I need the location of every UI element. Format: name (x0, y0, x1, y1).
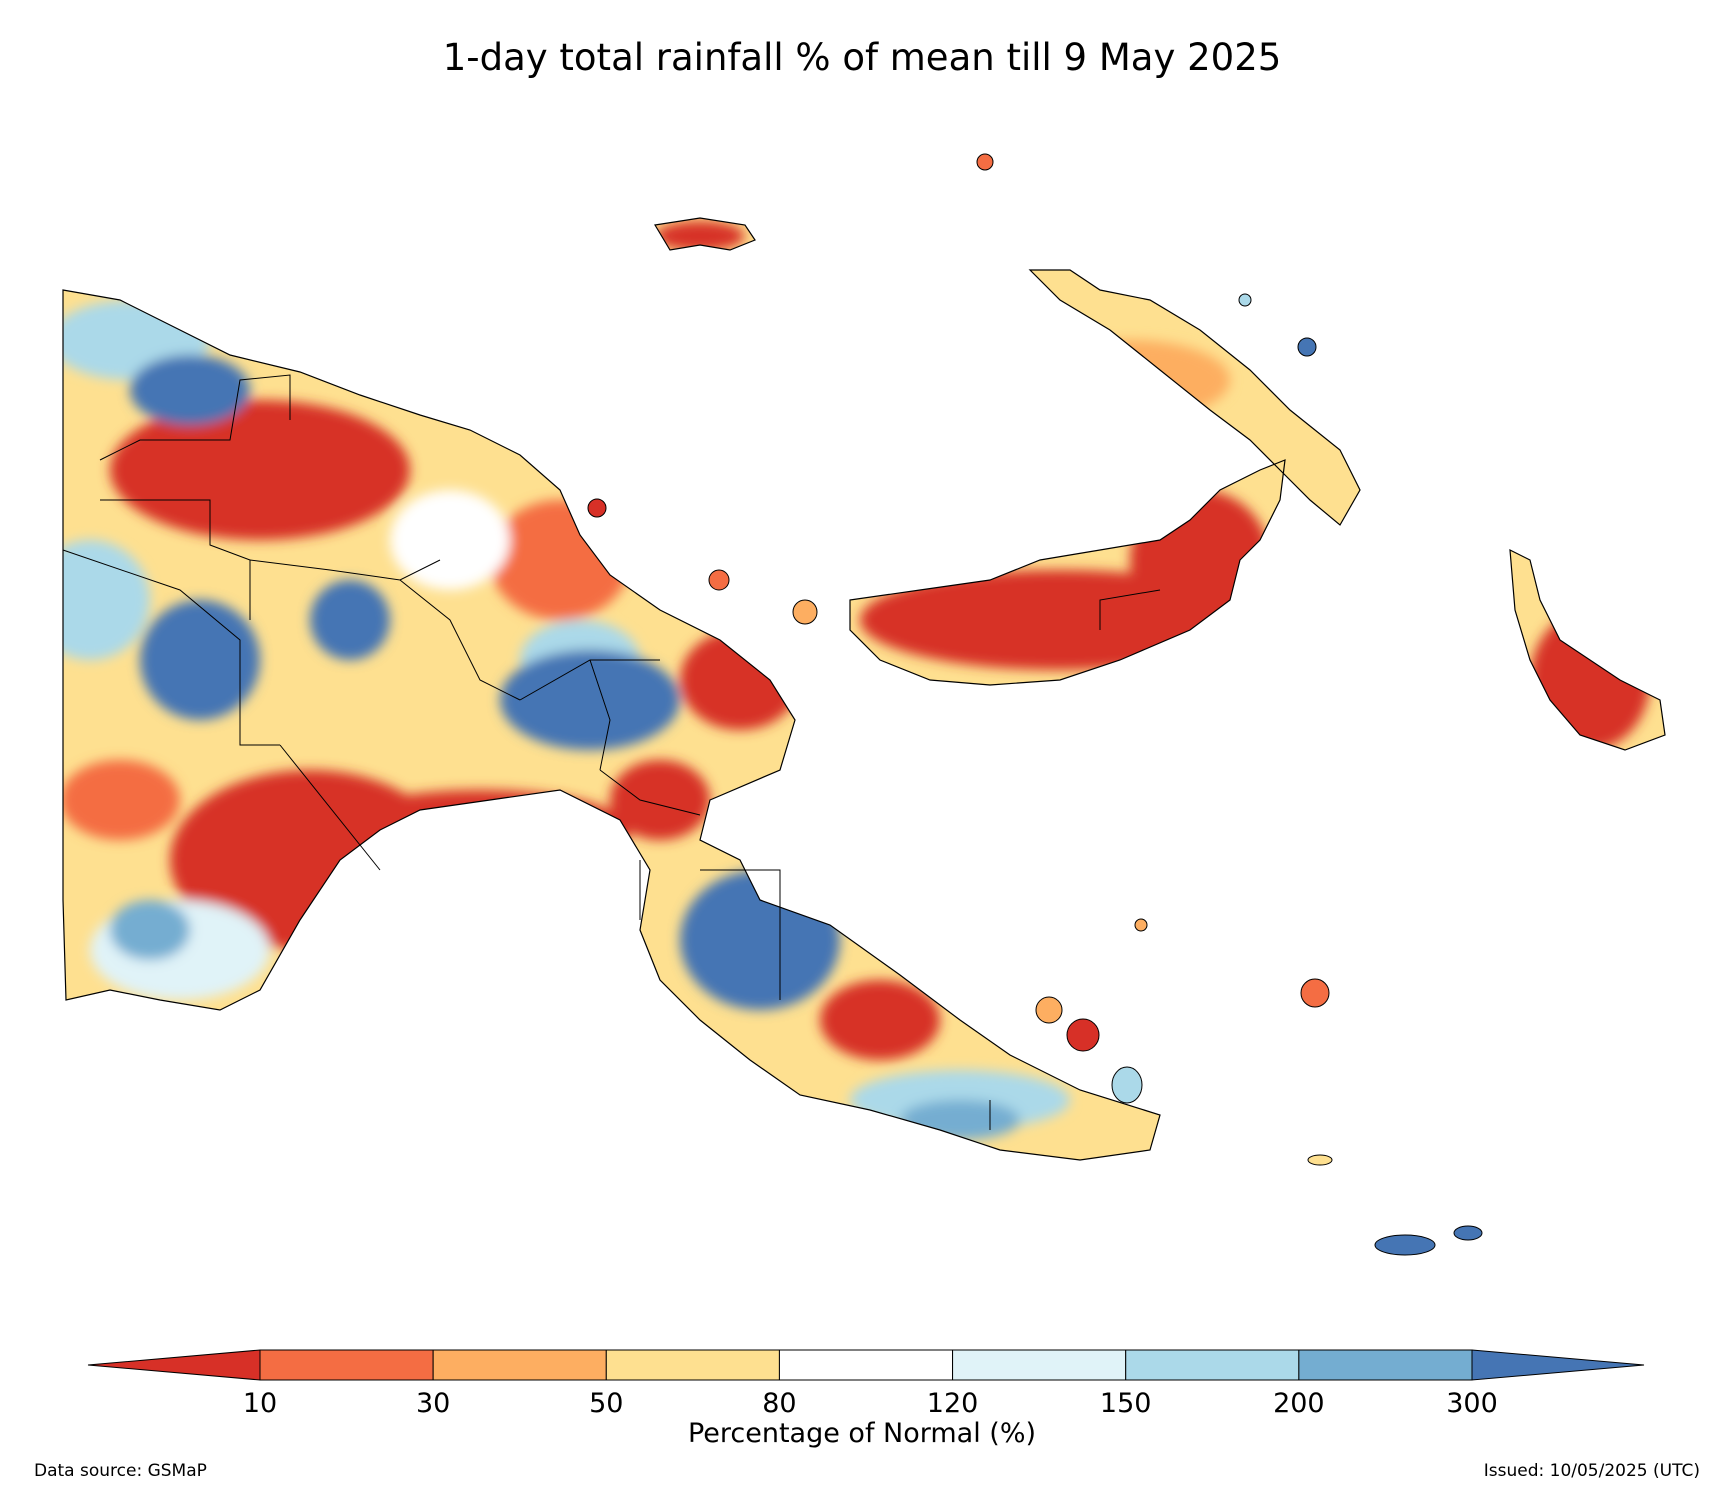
colorbar-tick-label: 300 (1446, 1388, 1498, 1419)
rainfall-field (63, 218, 1665, 1160)
colorbar-segment (1298, 1349, 1473, 1381)
rainfall-map (62, 153, 1666, 1256)
data-source-note: Data source: GSMaP (34, 1461, 207, 1481)
issued-date: Issued: 10/05/2025 (UTC) (1483, 1461, 1700, 1481)
colorbar (87, 1349, 1645, 1381)
colorbar-segment (1125, 1349, 1300, 1381)
colorbar-tick-label: 120 (926, 1388, 979, 1419)
colorbar-tick-label: 200 (1273, 1388, 1325, 1419)
colorbar-tick-label: 50 (589, 1388, 624, 1419)
small-islands (587, 153, 1483, 1256)
colorbar-tick-label: 80 (762, 1388, 797, 1419)
province-borders (62, 374, 1161, 1130)
colorbar-tick-label: 150 (1099, 1388, 1152, 1419)
map-title: 1-day total rainfall % of mean till 9 Ma… (442, 36, 1282, 79)
colorbar-arrow-high (1471, 1349, 1645, 1381)
colorbar-segment (432, 1349, 607, 1381)
colorbar-segment (605, 1349, 780, 1381)
colorbar-label: Percentage of Normal (%) (687, 1418, 1037, 1449)
colorbar-segment (952, 1349, 1127, 1381)
colorbar-segment (778, 1349, 954, 1381)
colorbar-tick-label: 10 (242, 1388, 278, 1419)
coastlines (62, 217, 1666, 1161)
colorbar-tick-label: 30 (415, 1388, 451, 1419)
colorbar-arrow-low (87, 1349, 261, 1381)
colorbar-segment (259, 1349, 434, 1381)
